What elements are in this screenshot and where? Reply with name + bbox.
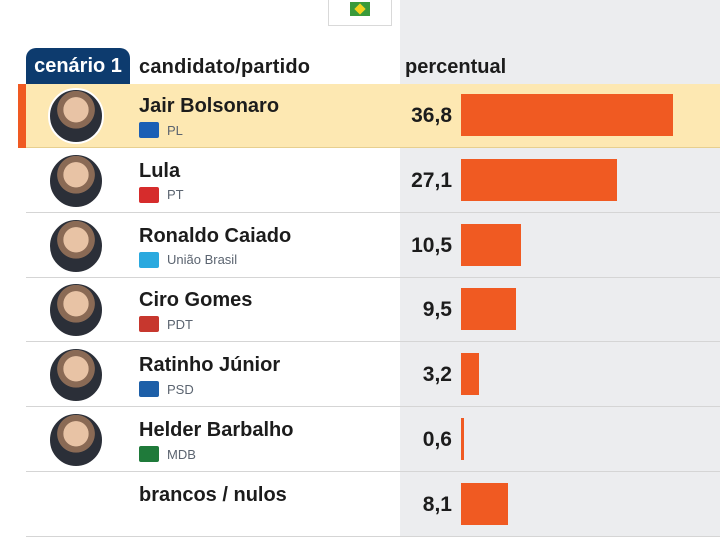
- party-info: PDT: [139, 315, 193, 333]
- flag-icon: [350, 2, 370, 16]
- candidate-name: Helder Barbalho: [139, 419, 294, 441]
- candidate-name: brancos / nulos: [139, 483, 287, 506]
- mdb-logo-icon: [139, 446, 159, 462]
- bar: [461, 353, 480, 396]
- candidate-photo: [48, 347, 104, 404]
- party-label: PL: [167, 122, 183, 138]
- bar: [461, 482, 508, 525]
- value-label: 36,8: [411, 104, 452, 127]
- uniao-brasil-logo-icon: [139, 251, 159, 268]
- table-row: Ratinho Júnior PSD 3,2: [26, 343, 720, 408]
- bar-track: [400, 213, 720, 277]
- table-row: Ciro Gomes PDT 9,5: [26, 278, 720, 343]
- candidate-photo: [48, 152, 104, 209]
- bar-track: [400, 472, 720, 536]
- bar: [461, 418, 465, 460]
- bar-track: [400, 408, 720, 471]
- bar: [461, 158, 618, 201]
- bar: [461, 94, 673, 136]
- value-label: 10,5: [411, 233, 452, 257]
- candidate-photo: [48, 217, 104, 274]
- value-label: 27,1: [411, 168, 452, 192]
- bar-track: [400, 343, 720, 407]
- party-info: União Brasil: [139, 251, 237, 269]
- table-row: Lula PT 27,1: [26, 148, 720, 213]
- table-row: Jair Bolsonaro PL 36,8: [18, 84, 720, 148]
- bar: [461, 223, 522, 266]
- psd-logo-icon: [139, 381, 159, 398]
- column-header-candidate: candidato/partido: [139, 56, 311, 78]
- bar: [461, 288, 516, 331]
- party-label: MDB: [167, 446, 196, 462]
- candidate-photo: [48, 412, 104, 468]
- candidate-photo: [48, 282, 104, 339]
- party-info: MDB: [139, 445, 196, 463]
- value-label: 8,1: [422, 492, 452, 516]
- party-info: PL: [139, 121, 183, 139]
- state-flag: [328, 0, 392, 26]
- column-header-percent: percentual: [405, 56, 507, 78]
- party-label: PT: [167, 187, 184, 203]
- table-row: brancos / nulos 8,1: [26, 472, 720, 537]
- party-label: PSD: [167, 381, 194, 397]
- scenario-tab[interactable]: cenário 1: [26, 48, 130, 84]
- candidate-name: Jair Bolsonaro: [139, 95, 280, 117]
- pl-logo-icon: [139, 122, 159, 138]
- party-label: PDT: [167, 316, 193, 332]
- party-info: PT: [139, 186, 184, 204]
- pdt-logo-icon: [139, 316, 159, 333]
- value-label: 9,5: [422, 298, 452, 322]
- value-label: 0,6: [422, 428, 452, 451]
- party-info: PSD: [139, 380, 194, 398]
- table-row: Ronaldo Caiado União Brasil 10,5: [26, 213, 720, 278]
- candidate-name: Ratinho Júnior: [139, 354, 281, 377]
- table-header: cenário 1 candidato/partido percentual: [0, 48, 720, 84]
- table-row: Helder Barbalho MDB 0,6: [26, 408, 720, 472]
- bar-track: [400, 278, 720, 342]
- candidate-name: Lula: [139, 159, 181, 182]
- pt-star-icon: [139, 186, 159, 203]
- value-label: 3,2: [422, 363, 452, 387]
- party-label: União Brasil: [167, 252, 238, 268]
- candidate-name: Ciro Gomes: [139, 289, 253, 312]
- candidate-name: Ronaldo Caiado: [139, 224, 292, 247]
- candidate-photo: [48, 88, 104, 144]
